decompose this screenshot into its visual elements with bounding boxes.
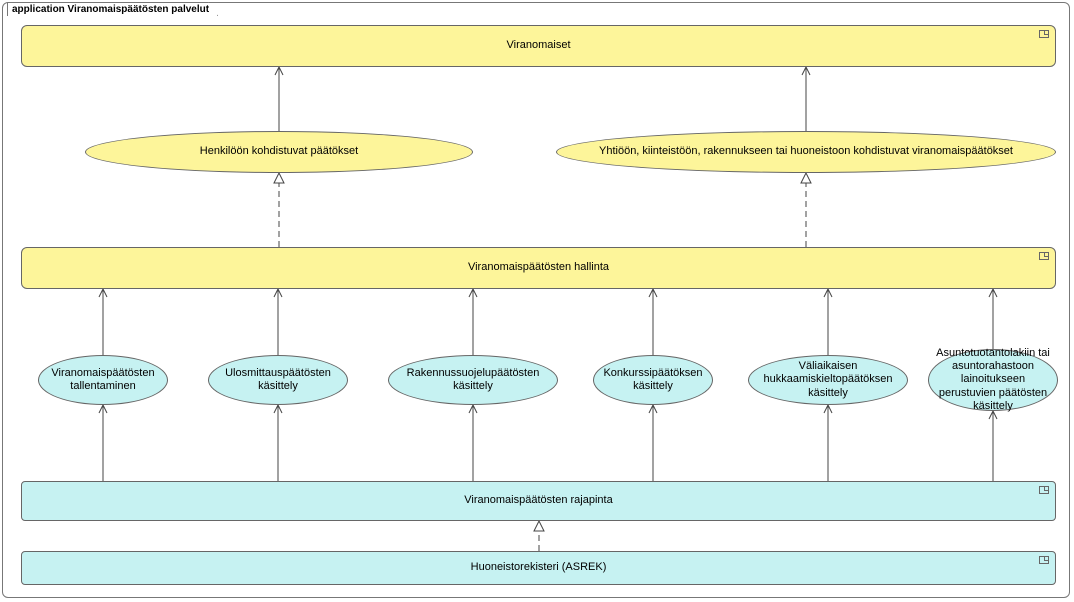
node-label: Asuntotuotantolakiin tai asuntorahastoon…: [935, 347, 1051, 413]
node-konkurssi: Konkurssipäätöksen käsittely: [593, 355, 713, 405]
node-henkiloon: Henkilöön kohdistuvat päätökset: [85, 131, 473, 173]
component-icon: [1039, 30, 1049, 38]
diagram-frame: application Viranomaispäätösten palvelut…: [2, 2, 1070, 598]
node-label: Henkilöön kohdistuvat päätökset: [200, 145, 358, 158]
component-icon: [1039, 252, 1049, 260]
node-label: Huoneistorekisteri (ASREK): [471, 561, 607, 574]
node-label: Viranomaispäätösten tallentaminen: [45, 367, 161, 393]
node-asrek: Huoneistorekisteri (ASREK): [21, 551, 1056, 585]
node-viranomaiset: Viranomaiset: [21, 25, 1056, 67]
node-label: Väliaikaisen hukkaamiskieltopäätöksen kä…: [755, 360, 901, 400]
node-label: Yhtiöön, kiinteistöön, rakennukseen tai …: [599, 145, 1013, 158]
node-label: Viranomaiset: [507, 39, 571, 52]
node-label: Konkurssipäätöksen käsittely: [600, 367, 706, 393]
component-icon: [1039, 556, 1049, 564]
node-rajapinta: Viranomaispäätösten rajapinta: [21, 481, 1056, 521]
node-tallentaminen: Viranomaispäätösten tallentaminen: [38, 355, 168, 405]
node-valiakaisen: Väliaikaisen hukkaamiskieltopäätöksen kä…: [748, 355, 908, 405]
node-rakennussuojelu: Rakennussuojelupäätösten käsittely: [388, 355, 558, 405]
node-hallinta: Viranomaispäätösten hallinta: [21, 247, 1056, 289]
frame-title: application Viranomaispäätösten palvelut: [7, 2, 218, 16]
node-yhtioon: Yhtiöön, kiinteistöön, rakennukseen tai …: [556, 131, 1056, 173]
node-asuntotuotanto: Asuntotuotantolakiin tai asuntorahastoon…: [928, 349, 1058, 411]
node-label: Viranomaispäätösten hallinta: [468, 261, 609, 274]
component-icon: [1039, 486, 1049, 494]
node-label: Rakennussuojelupäätösten käsittely: [395, 367, 551, 393]
node-ulosmittaus: Ulosmittauspäätösten käsittely: [208, 355, 348, 405]
node-label: Viranomaispäätösten rajapinta: [464, 494, 612, 507]
node-label: Ulosmittauspäätösten käsittely: [215, 367, 341, 393]
